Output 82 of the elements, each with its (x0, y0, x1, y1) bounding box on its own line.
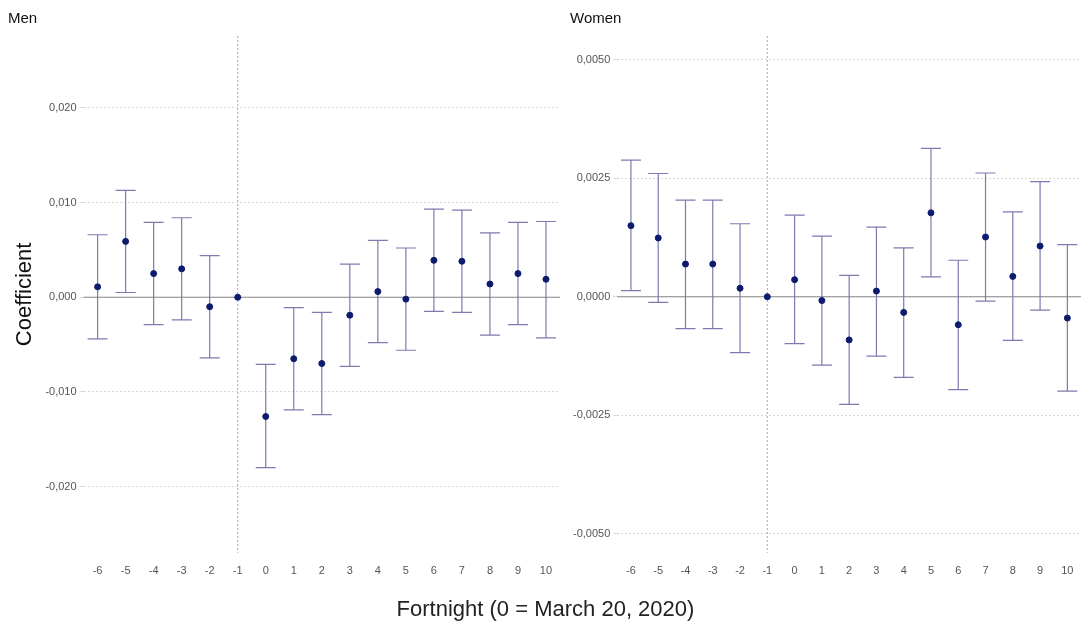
point (374, 288, 382, 296)
y-axis-title: Coefficient (11, 242, 37, 347)
point (982, 233, 990, 241)
point (791, 276, 799, 284)
x-tick-label: 6 (430, 564, 437, 577)
point (402, 295, 410, 303)
x-tick-label: 7 (982, 564, 989, 577)
point (845, 336, 853, 344)
point (430, 256, 438, 264)
y-tick-label: -0,0025 (573, 408, 611, 421)
point (234, 293, 242, 301)
x-tick-label: -6 (92, 564, 103, 577)
x-tick-label: 2 (318, 564, 325, 577)
x-tick-label: 1 (290, 564, 297, 577)
y-tick-label: 0,010 (49, 195, 77, 208)
y-tick-label: 0,0000 (576, 289, 611, 302)
chart-title: Men (8, 9, 38, 27)
point (709, 260, 717, 268)
point (542, 275, 550, 283)
x-tick-label: 8 (486, 564, 493, 577)
x-tick-label: -4 (148, 564, 159, 577)
x-tick-label: -2 (735, 564, 745, 577)
y-tick-label: -0,020 (45, 479, 77, 492)
point (514, 270, 522, 278)
y-tick-label: 0,0050 (576, 52, 611, 65)
point (736, 284, 744, 292)
x-tick-label: 0 (791, 564, 798, 577)
point (262, 413, 270, 420)
point (318, 360, 326, 367)
x-tick-label: -4 (680, 564, 691, 577)
x-tick-label: -2 (204, 564, 215, 577)
point (94, 283, 102, 291)
x-tick-label: 1 (818, 564, 825, 577)
point (290, 355, 298, 363)
point (654, 234, 662, 242)
point (872, 287, 880, 295)
x-tick-label: -3 (707, 564, 718, 577)
point (954, 321, 962, 329)
x-tick-label: 4 (900, 564, 907, 577)
x-tick-label: -5 (653, 564, 664, 577)
y-tick-label: -0,010 (45, 384, 77, 397)
y-tick-label: -0,0050 (573, 526, 611, 539)
point (458, 257, 466, 265)
x-tick-label: 5 (927, 564, 935, 577)
chart-title: Women (570, 9, 622, 27)
point (346, 311, 354, 319)
x-tick-label: 4 (374, 564, 381, 577)
point (206, 303, 214, 311)
y-tick-label: 0,000 (49, 290, 77, 303)
point (818, 297, 826, 305)
point (763, 293, 771, 301)
x-tick-label: -6 (626, 564, 636, 577)
point (927, 209, 935, 217)
point (178, 265, 186, 273)
point (486, 280, 494, 288)
x-tick-label: -5 (120, 564, 131, 577)
point (1063, 314, 1071, 322)
x-tick-label: 3 (873, 564, 880, 577)
x-tick-label: 0 (262, 564, 269, 577)
x-tick-label: -1 (232, 564, 243, 577)
y-tick-label: 0,0025 (576, 171, 611, 184)
x-tick-label: -1 (762, 564, 773, 577)
x-tick-label: 6 (955, 564, 962, 577)
point (627, 222, 635, 230)
x-tick-label: 10 (1061, 564, 1074, 577)
point (682, 260, 689, 268)
x-tick-label: 3 (346, 564, 353, 577)
y-tick-label: 0,020 (49, 100, 77, 113)
x-axis-title: Fortnight (0 = March 20, 2020) (395, 596, 696, 622)
point (122, 237, 130, 245)
point (900, 308, 908, 316)
x-tick-label: 2 (846, 564, 853, 577)
point (150, 270, 158, 278)
x-tick-label: 8 (1009, 564, 1016, 577)
x-tick-label: 9 (1037, 564, 1044, 577)
x-tick-label: 7 (458, 564, 465, 577)
x-tick-label: 10 (539, 564, 553, 577)
point (1036, 242, 1044, 250)
x-tick-label: -3 (176, 564, 187, 577)
point (1009, 272, 1017, 280)
x-tick-label: 9 (514, 564, 522, 577)
x-tick-label: 5 (402, 564, 409, 577)
